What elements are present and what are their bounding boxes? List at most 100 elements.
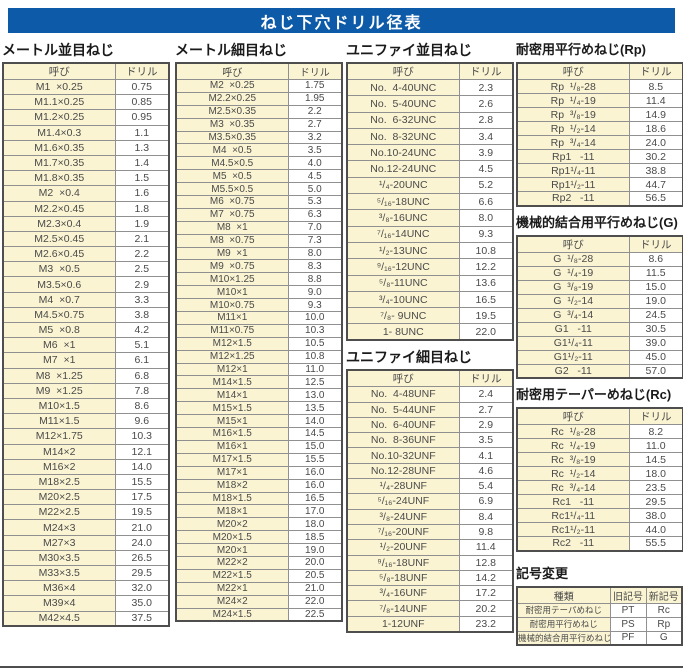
- table-row: Rc1¹/₂-11 44.0: [516, 522, 683, 537]
- thread-name-cell: M22×2.5: [2, 504, 116, 521]
- thread-name-cell: M6 ×0.75: [175, 195, 289, 209]
- thread-name-cell: M33×3.5: [2, 564, 116, 582]
- column-header: 呼び: [516, 235, 630, 253]
- thread-name-cell: M11×1: [175, 311, 289, 325]
- thread-name-cell: M24×2: [175, 594, 289, 609]
- table-row: Rp1¹/₄-11 38.8: [516, 163, 683, 178]
- thread-name-cell: M7 ×1: [2, 352, 116, 369]
- table-row: M16×2 14.0: [2, 458, 170, 475]
- thread-name-cell: Rc ³/₄-14: [516, 480, 630, 495]
- thread-name-cell: Rp ³/₈-19: [516, 107, 630, 122]
- drill-value-cell: 11.4: [628, 93, 683, 108]
- drill-value-cell: 18.5: [287, 530, 343, 545]
- drill-value-cell: 20.5: [287, 568, 343, 583]
- thread-name-cell: M2.5×0.45: [2, 230, 116, 248]
- drill-value-cell: 2.6: [458, 95, 514, 113]
- thread-name-cell: ⁷/₈- 9UNC: [346, 307, 460, 325]
- pipe-thread-section: 耐密用平行めねじ(Rp) 呼び ドリル Rp ¹/₈-28 8.5 Rp ¹/₄-19 1…: [516, 40, 683, 646]
- thread-name-cell: G ¹/₈-28: [516, 251, 630, 267]
- table-row: ³/₄-10UNC 16.5: [346, 290, 514, 309]
- table-row: No. 4-48UNF 2.4: [346, 386, 514, 403]
- table-row: M4.5×0.5 4.0: [175, 156, 343, 171]
- thread-name-cell: G ³/₄-14: [516, 307, 630, 323]
- thread-name-cell: M3.5×0.6: [2, 276, 116, 293]
- unified-coarse-table: 呼び ドリル No. 4-40UNC 2.3 No. 5-40UNC 2.6 No. 6-3…: [346, 62, 514, 342]
- drill-value-cell: 3.3: [114, 291, 170, 308]
- table-row: No.10-24UNC 3.9: [346, 144, 514, 162]
- table-row: M18×2 16.0: [175, 478, 343, 493]
- drill-value-cell: 16.5: [458, 290, 514, 309]
- section-title-g: 機械的結合用平行めねじ(G): [516, 214, 678, 230]
- thread-name-cell: M2 ×0.4: [2, 185, 116, 202]
- drill-value-cell: 22.0: [458, 323, 514, 341]
- table-row: M8 ×1 7.0: [175, 220, 343, 235]
- table-row: Rp ³/₄-14 24.0: [516, 135, 683, 150]
- table-row: M42×4.5 37.5: [2, 610, 170, 627]
- drill-value-cell: 1.8: [114, 200, 170, 217]
- table-row: ³/₈-16UNC 8.0: [346, 209, 514, 227]
- thread-name-cell: ³/₄-16UNF: [346, 585, 460, 602]
- drill-value-cell: 10.0: [287, 311, 343, 325]
- table-row: G ³/₄-14 24.5: [516, 307, 683, 323]
- drill-value-cell: 13.0: [287, 388, 343, 403]
- drill-value-cell: G: [645, 630, 683, 646]
- table-row: ¹/₄-20UNC 5.2: [346, 176, 514, 195]
- drill-value-cell: 8.0: [287, 246, 343, 261]
- thread-name-cell: M17×1: [175, 465, 289, 480]
- thread-name-cell: M8 ×1: [175, 220, 289, 235]
- table-row: G ³/₈-19 15.0: [516, 279, 683, 295]
- drill-value-cell: 7.3: [287, 233, 343, 248]
- drill-value-cell: 2.2: [114, 246, 170, 263]
- table-row: Rp ³/₈-19 14.9: [516, 107, 683, 122]
- thread-name-cell: M2.5×0.35: [175, 104, 289, 119]
- table-row: ⁷/₈- 9UNC 19.5: [346, 307, 514, 325]
- thread-name-cell: ⁹/₁₆-12UNC: [346, 258, 460, 276]
- table-row: M20×1 19.0: [175, 543, 343, 557]
- drill-value-cell: 11.0: [628, 438, 683, 453]
- table-row: M2.5×0.45 2.1: [2, 230, 170, 248]
- drill-value-cell: 14.5: [287, 427, 343, 441]
- table-row: M20×2 18.0: [175, 517, 343, 532]
- table-row: No. 5-44UNF 2.7: [346, 401, 514, 418]
- metric-coarse-section: メートル並目ねじ 呼び ドリル M1 ×0.25 0.75 M1.1×0.25 0.85 M…: [2, 40, 170, 628]
- table-row: M2 ×0.4 1.6: [2, 185, 170, 202]
- thread-name-cell: G1¹/₂-11: [516, 349, 630, 365]
- thread-name-cell: M3 ×0.5: [2, 261, 116, 278]
- table-row: M3 ×0.5 2.5: [2, 261, 170, 278]
- drill-value-cell: 11.0: [287, 362, 343, 377]
- table-row: ⁵/₈-18UNF 14.2: [346, 569, 514, 587]
- table-row: 耐密用平行めねじ PS Rp: [516, 616, 683, 632]
- thread-name-cell: M4 ×0.7: [2, 291, 116, 308]
- column-header: 呼び: [346, 369, 460, 388]
- drill-value-cell: 5.3: [287, 195, 343, 209]
- thread-name-cell: Rp ¹/₂-14: [516, 121, 630, 136]
- table-row: ⁷/₈-14UNF 20.2: [346, 600, 514, 617]
- drill-value-cell: 6.6: [458, 193, 514, 211]
- table-row: 1-12UNF 23.2: [346, 615, 514, 633]
- table-row: G2 -11 57.0: [516, 363, 683, 379]
- thread-name-cell: ¹/₂-20UNF: [346, 539, 460, 556]
- table-row: M3.5×0.35 3.2: [175, 130, 343, 145]
- thread-name-cell: Rc1¹/₄-11: [516, 508, 630, 523]
- table-row: M24×2 22.0: [175, 594, 343, 609]
- thread-name-cell: ⁹/₁₆-18UNF: [346, 554, 460, 571]
- drill-value-cell: 2.3: [458, 78, 514, 97]
- table-row: M1.1×0.25 0.85: [2, 94, 170, 111]
- column-header: 新記号: [645, 586, 683, 604]
- drill-value-cell: 17.5: [114, 489, 170, 506]
- section-title-rc: 耐密用テーパーめねじ(Rc): [516, 387, 672, 402]
- thread-name-cell: M24×1.5: [175, 607, 289, 622]
- table-row: No.12-24UNC 4.5: [346, 160, 514, 178]
- table-row: ¹/₄-28UNF 5.4: [346, 478, 514, 495]
- thread-name-cell: M16×1.5: [175, 427, 289, 441]
- table-row: M33×3.5 29.5: [2, 564, 170, 582]
- drill-value-cell: 19.0: [287, 543, 343, 557]
- drill-value-cell: 38.8: [628, 163, 683, 178]
- drill-value-cell: 56.5: [628, 191, 683, 206]
- thread-name-cell: Rp1 -11: [516, 149, 630, 164]
- column-header: ドリル: [287, 62, 343, 80]
- section-title-unified-fine: ユニファイ細目ねじ: [346, 349, 472, 366]
- drill-value-cell: 9.3: [458, 225, 514, 243]
- drill-value-cell: 8.3: [287, 259, 343, 274]
- table-row: No. 4-40UNC 2.3: [346, 78, 514, 97]
